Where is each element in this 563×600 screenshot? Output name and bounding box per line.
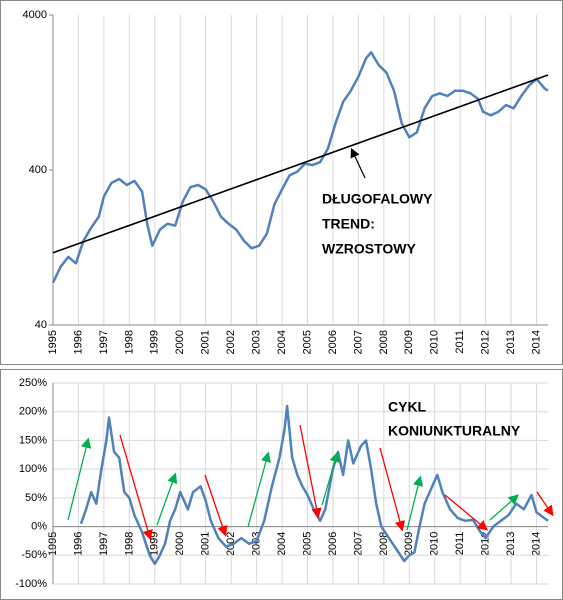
x-tick-label: 1997: [98, 532, 110, 556]
x-tick-label: 1999: [149, 330, 161, 354]
x-tick-label: 2007: [352, 330, 364, 354]
x-tick-label: 1998: [123, 532, 135, 556]
x-tick-label: 2004: [276, 330, 288, 354]
y-tick-label: 0%: [31, 520, 47, 532]
y-tick-label: 40: [35, 319, 47, 331]
arrow: [444, 494, 489, 531]
series-line: [51, 51, 549, 284]
x-tick-label: 2014: [530, 330, 542, 354]
x-tick-label: 2007: [352, 532, 364, 556]
x-tick-label: 2013: [505, 532, 517, 556]
x-tick-label: 2006: [327, 532, 339, 556]
x-tick-label: 1996: [72, 532, 84, 556]
x-tick-label: 2001: [200, 330, 212, 354]
arrow: [156, 472, 178, 526]
x-tick-label: 2009: [403, 330, 415, 354]
x-tick-label: 2001: [200, 532, 212, 556]
x-tick-label: 2010: [429, 330, 441, 354]
arrow: [536, 491, 554, 517]
arrow: [489, 494, 519, 521]
x-tick-label: 2011: [454, 532, 466, 556]
y-tick-label: -100%: [15, 578, 47, 590]
x-tick-label: 2009: [403, 532, 415, 556]
y-tick-label: 200%: [19, 406, 47, 418]
x-tick-label: 2006: [327, 330, 339, 354]
x-tick-label: 2002: [225, 330, 237, 354]
annotation: KONIUNKTURALNY: [388, 423, 521, 439]
y-tick-label: 100%: [19, 463, 47, 475]
x-tick-label: 2011: [454, 330, 466, 354]
x-tick-label: 2008: [378, 532, 390, 556]
x-tick-label: 2004: [276, 532, 288, 556]
x-tick-label: 2008: [378, 330, 390, 354]
y-tick-label: 150%: [19, 434, 47, 446]
x-tick-label: 2003: [251, 532, 263, 556]
x-tick-label: 2005: [301, 330, 313, 354]
annotation: TREND:: [322, 216, 375, 232]
x-tick-label: 2010: [429, 532, 441, 556]
y-tick-label: 250%: [19, 377, 47, 389]
x-tick-label: 2000: [174, 532, 186, 556]
y-tick-label: 50%: [25, 492, 47, 504]
panel: [0, 369, 563, 600]
series-line: [52, 74, 549, 254]
arrow: [204, 474, 228, 537]
x-tick-label: 1997: [98, 330, 110, 354]
arrow: [379, 447, 405, 532]
series-line: [79, 404, 549, 566]
x-tick-label: 1995: [47, 330, 59, 354]
x-tick-label: 2013: [505, 330, 517, 354]
x-tick-label: 2000: [174, 330, 186, 354]
arrow: [321, 451, 340, 506]
arrow: [406, 475, 424, 531]
x-tick-label: 2014: [530, 532, 542, 556]
y-tick-label: 4000: [23, 9, 47, 21]
panel: [0, 0, 563, 365]
annotation: CYKL: [388, 399, 427, 415]
y-tick-label: -50%: [21, 549, 47, 561]
arrow: [350, 147, 366, 179]
x-tick-label: 1999: [149, 532, 161, 556]
arrows: [67, 424, 554, 541]
x-tick-label: 1998: [123, 330, 135, 354]
y-tick-label: 400: [29, 164, 47, 176]
annotation: DŁUGOFALOWY: [322, 191, 433, 207]
arrow: [67, 437, 92, 521]
x-tick-label: 2012: [480, 532, 492, 556]
x-tick-label: 2003: [251, 330, 263, 354]
x-tick-label: 1996: [72, 330, 84, 354]
x-tick-label: 2005: [301, 532, 313, 556]
arrow: [247, 451, 271, 528]
x-tick-label: 2012: [480, 330, 492, 354]
arrow: [299, 424, 322, 519]
arrow: [119, 434, 153, 541]
annotation: WZROSTOWY: [322, 241, 417, 257]
